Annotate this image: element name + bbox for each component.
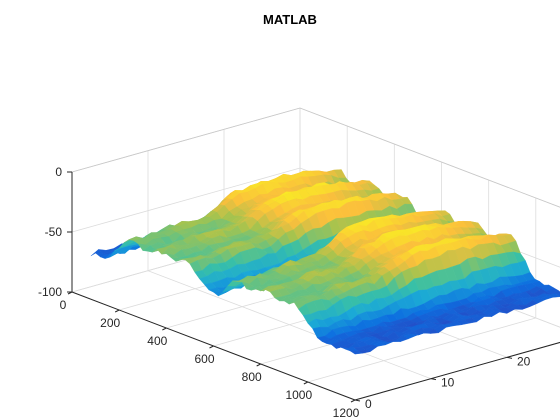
x-tick-label: 1000 — [285, 388, 312, 402]
y-tick-label: 20 — [517, 354, 531, 368]
surface-mesh — [90, 169, 560, 355]
z-tick-label: -50 — [45, 225, 63, 239]
x-tick-label: 0 — [60, 298, 67, 312]
tick-labels: 0200400600800100012000102030-100-500 — [38, 165, 531, 420]
chart-title: MATLAB — [263, 12, 317, 27]
y-tick-mark — [354, 399, 361, 402]
x-tick-mark — [114, 309, 120, 313]
x-tick-label: 200 — [100, 316, 120, 330]
axes-lines — [67, 171, 560, 403]
y-tick-label: 10 — [441, 376, 455, 390]
x-tick-label: 400 — [147, 334, 167, 348]
y-tick-mark — [430, 378, 437, 381]
y-tick-label: 0 — [365, 397, 372, 411]
z-tick-label: -100 — [38, 285, 62, 299]
x-tick-label: 800 — [242, 370, 262, 384]
x-tick-mark — [350, 399, 356, 403]
z-tick-label: 0 — [55, 165, 62, 179]
y-axis-line — [354, 341, 560, 401]
x-tick-mark — [209, 345, 214, 349]
x-tick-label: 1200 — [333, 406, 360, 420]
x-tick-mark — [303, 381, 309, 385]
x-tick-mark — [256, 363, 261, 367]
x-tick-mark — [162, 327, 167, 331]
box-edge-back — [71, 107, 560, 208]
x-tick-label: 600 — [194, 352, 214, 366]
surface-facet — [349, 350, 364, 355]
y-tick-mark — [506, 356, 513, 359]
